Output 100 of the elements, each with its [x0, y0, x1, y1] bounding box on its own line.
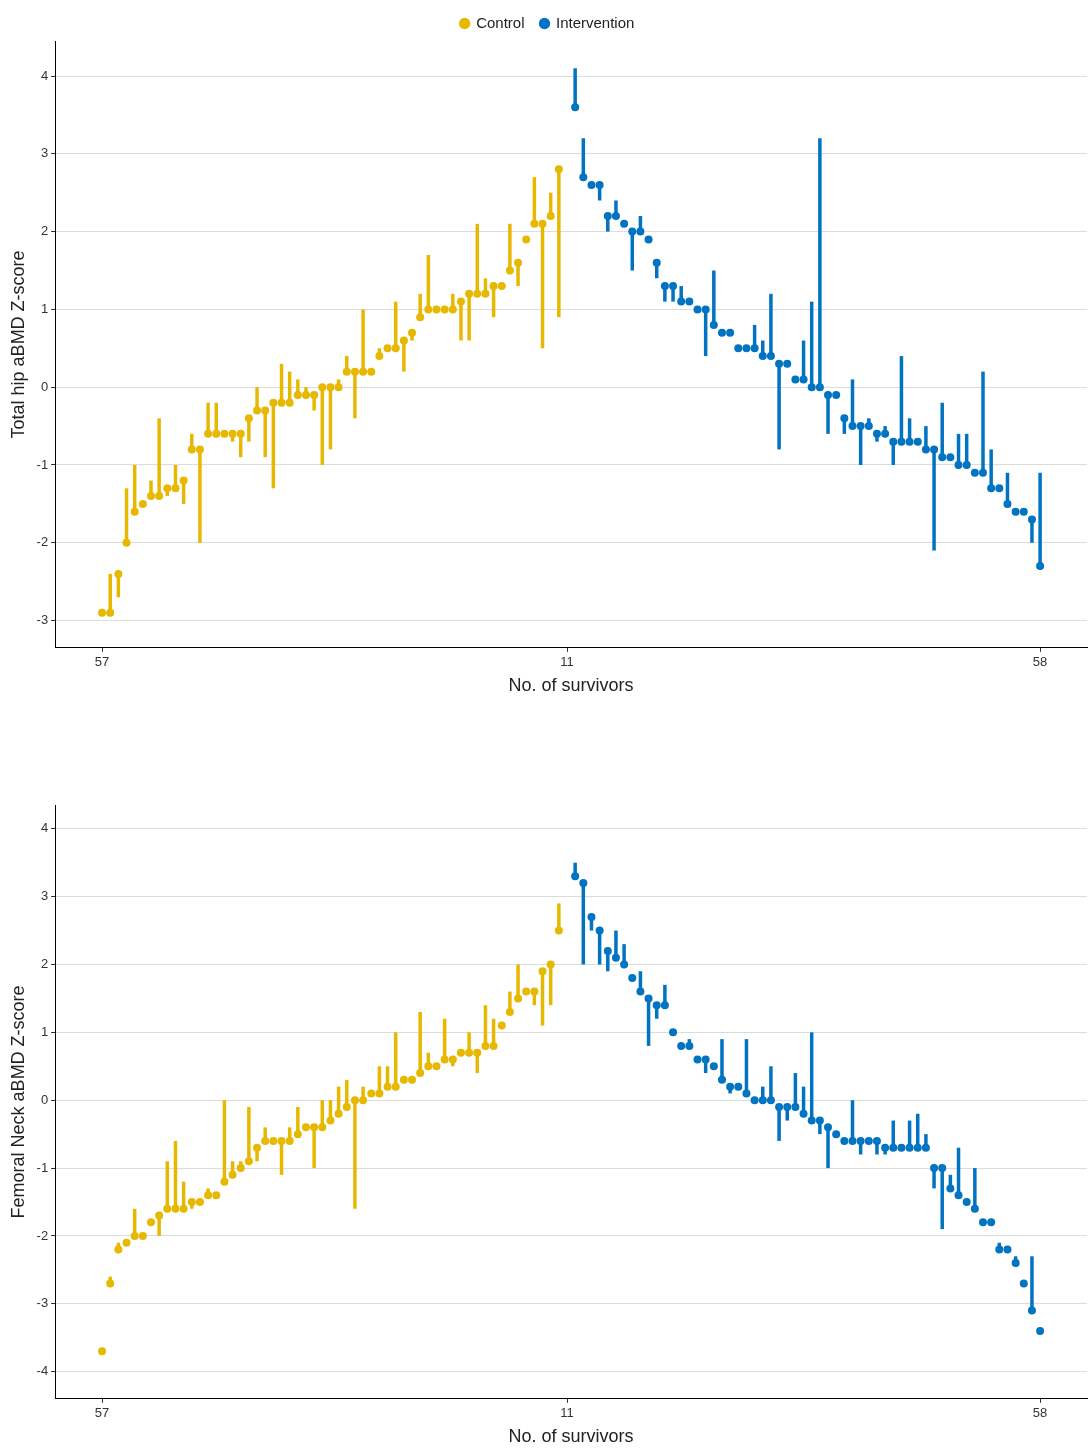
point [717, 328, 726, 337]
point [285, 1136, 294, 1145]
point [660, 1001, 669, 1010]
x-tick-label: 11 [560, 654, 574, 670]
point [399, 336, 408, 345]
point [261, 1136, 270, 1145]
point [228, 1170, 237, 1179]
point [432, 1062, 441, 1071]
point [514, 994, 523, 1003]
x-tick-label: 57 [94, 1405, 110, 1421]
point [726, 1082, 735, 1091]
point [848, 422, 857, 431]
point [204, 429, 213, 438]
point [1027, 1306, 1036, 1315]
point [832, 390, 841, 399]
point [677, 1041, 686, 1050]
point [497, 282, 506, 291]
point [114, 1245, 123, 1254]
y-axis-title: Femoral Neck aBMD Z-score [7, 985, 28, 1219]
point [766, 352, 775, 361]
point [938, 1164, 947, 1173]
point [473, 1048, 482, 1057]
point [921, 1143, 930, 1152]
point [163, 484, 172, 493]
point [130, 507, 139, 516]
point [334, 1109, 343, 1118]
point [530, 987, 539, 996]
x-tick-label: 57 [94, 654, 110, 670]
point [783, 1102, 792, 1111]
point [603, 946, 612, 955]
y-tick-label: -4 [36, 1363, 49, 1379]
point [1011, 1259, 1020, 1268]
legend-label: Control [476, 13, 525, 31]
point [636, 227, 645, 236]
point [962, 1198, 971, 1206]
point [98, 1347, 107, 1356]
point [970, 468, 979, 477]
point [212, 429, 221, 438]
point [897, 1143, 906, 1152]
y-tick-label: 0 [40, 378, 49, 394]
x-axis-title: No. of survivors [508, 1426, 634, 1447]
point [277, 398, 286, 407]
point [505, 266, 514, 275]
point [334, 383, 343, 392]
point [677, 297, 686, 306]
point [840, 414, 849, 423]
point [98, 608, 107, 617]
point [815, 383, 824, 392]
point [1003, 499, 1012, 508]
point [236, 1164, 245, 1173]
point [571, 103, 580, 112]
point [383, 1082, 392, 1091]
y-tick-label: 2 [40, 223, 49, 239]
point [456, 1048, 465, 1057]
point [538, 219, 547, 228]
point [595, 180, 604, 189]
point [766, 1096, 775, 1105]
point [171, 484, 180, 493]
point [497, 1021, 506, 1030]
y-tick-label: -3 [36, 612, 49, 628]
point [636, 987, 645, 996]
point [236, 429, 245, 438]
point [228, 429, 237, 438]
point [807, 1116, 816, 1125]
point [1027, 515, 1036, 524]
point [734, 1082, 743, 1091]
point [758, 1096, 767, 1105]
point [546, 960, 555, 969]
point [244, 1157, 253, 1166]
point [611, 212, 620, 221]
point [709, 320, 718, 329]
point [693, 305, 702, 314]
point [832, 1130, 841, 1139]
y-tick-label: -2 [36, 534, 49, 550]
point [350, 367, 359, 376]
point [595, 926, 604, 935]
point [326, 1116, 335, 1125]
point [138, 1231, 147, 1240]
point [881, 1143, 890, 1152]
point [579, 879, 588, 888]
point [106, 608, 115, 617]
point [367, 367, 376, 376]
point [155, 1211, 164, 1220]
point [579, 173, 588, 182]
point [709, 1062, 718, 1071]
y-tick-label: 3 [40, 145, 49, 161]
point [546, 212, 555, 221]
point [872, 429, 881, 438]
point [807, 383, 816, 392]
point [1011, 507, 1020, 516]
point [881, 429, 890, 438]
point [350, 1096, 359, 1105]
point [660, 282, 669, 291]
point [514, 258, 523, 267]
point [530, 219, 539, 228]
point [505, 1007, 514, 1016]
point [856, 1136, 865, 1145]
point [701, 305, 710, 314]
point [114, 569, 123, 578]
point [473, 289, 482, 298]
